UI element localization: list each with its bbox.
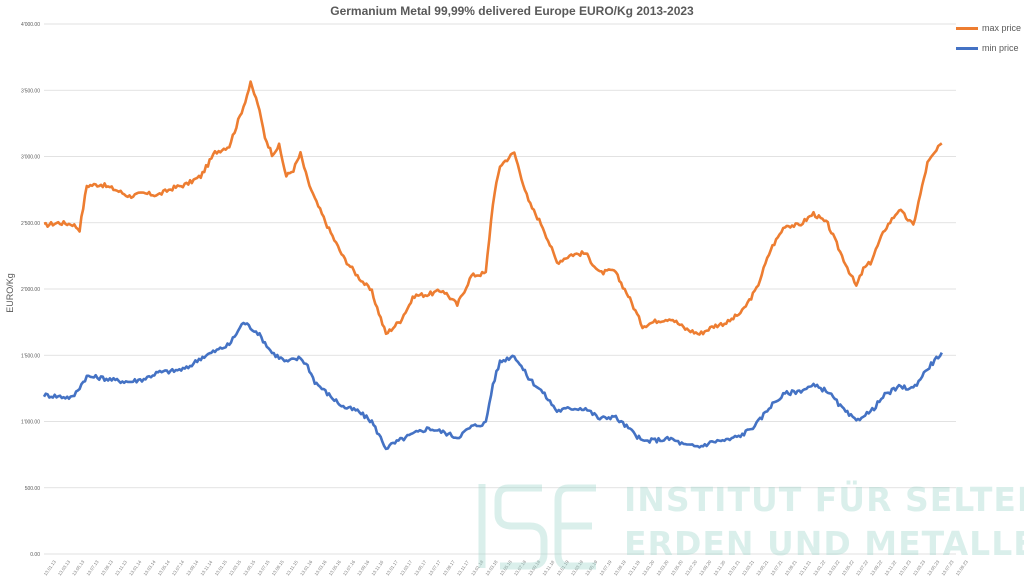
- x-tick-label: 13.11.14: [199, 559, 213, 576]
- x-tick-label: 13.05.13: [71, 559, 85, 577]
- series-line-max-price: [43, 80, 943, 336]
- y-tick-labels: 0.00 500.00 1'000.00 1'500.00 2'000.00 2'500.…: [21, 22, 40, 558]
- x-tick-label: 13.11.17: [456, 559, 470, 576]
- x-tick-label: 13.05.14: [157, 559, 171, 577]
- y-tick-label: 0.00: [30, 552, 40, 558]
- x-tick-label: 13.05.16: [328, 559, 342, 577]
- legend-item-min-price: min price: [956, 38, 1021, 58]
- legend-item-max-price: max price: [956, 18, 1021, 38]
- legend-swatch-min-price: [956, 46, 978, 50]
- watermark-text-line2: ERDEN UND METALLE AG: [624, 524, 1024, 563]
- x-tick-label: 13.09.13: [100, 559, 114, 577]
- y-tick-label: 2'000.00: [21, 287, 40, 293]
- x-tick-label: 13.09.15: [271, 559, 285, 577]
- x-tick-label: 13.09.14: [185, 559, 199, 577]
- x-tick-label: 13.11.16: [370, 559, 384, 576]
- legend-swatch-max-price: [956, 26, 978, 30]
- y-tick-label: 2'500.00: [21, 221, 40, 227]
- x-tick-label: 13.01.17: [385, 559, 399, 577]
- legend-label-max-price: max price: [982, 23, 1022, 33]
- y-tick-label: 1'500.00: [21, 353, 40, 359]
- y-tick-label: 3'500.00: [21, 88, 40, 94]
- y-tick-label: 500.00: [25, 486, 41, 492]
- x-tick-label: 13.07.13: [85, 559, 99, 577]
- legend: max price min price: [956, 18, 1021, 58]
- ise-logo-icon: [478, 484, 596, 570]
- x-tick-label: 13.03.14: [142, 559, 156, 577]
- x-tick-label: 13.07.15: [256, 559, 270, 577]
- y-tick-label: 4'000.00: [21, 22, 40, 28]
- chart-title: Germanium Metal 99,99% delivered Europe …: [330, 4, 694, 18]
- x-tick-label: 13.03.17: [399, 559, 413, 577]
- x-tick-label: 13.01.14: [128, 559, 142, 577]
- y-tick-label: 3'000.00: [21, 155, 40, 161]
- x-tick-label: 13.01.13: [43, 559, 57, 577]
- x-tick-label: 13.09.17: [442, 559, 456, 577]
- watermark-text-line1: INSTITUT FÜR SELTENE: [624, 480, 1024, 519]
- x-tick-label: 13.03.13: [57, 559, 71, 577]
- x-tick-label: 13.11.15: [285, 559, 299, 576]
- series-lines: [42, 80, 943, 451]
- y-tick-label: 1'000.00: [21, 420, 40, 426]
- x-tick-label: 13.07.14: [171, 559, 185, 577]
- x-tick-label: 13.07.17: [427, 559, 441, 577]
- x-tick-label: 13.09.16: [356, 559, 370, 577]
- x-tick-label: 13.05.17: [413, 559, 427, 577]
- legend-label-min-price: min price: [982, 43, 1019, 53]
- x-tick-label: 13.01.16: [299, 559, 313, 577]
- gridlines: [44, 23, 956, 555]
- x-tick-label: 13.05.15: [242, 559, 256, 577]
- series-line-min-price: [42, 321, 943, 451]
- x-tick-label: 13.07.16: [342, 559, 356, 577]
- x-tick-label: 13.11.13: [114, 559, 128, 576]
- watermark: INSTITUT FÜR SELTENE ERDEN UND METALLE A…: [472, 474, 1024, 578]
- x-tick-label: 13.01.15: [214, 559, 228, 577]
- x-tick-label: 13.03.15: [228, 559, 242, 577]
- x-tick-label: 13.03.16: [313, 559, 327, 577]
